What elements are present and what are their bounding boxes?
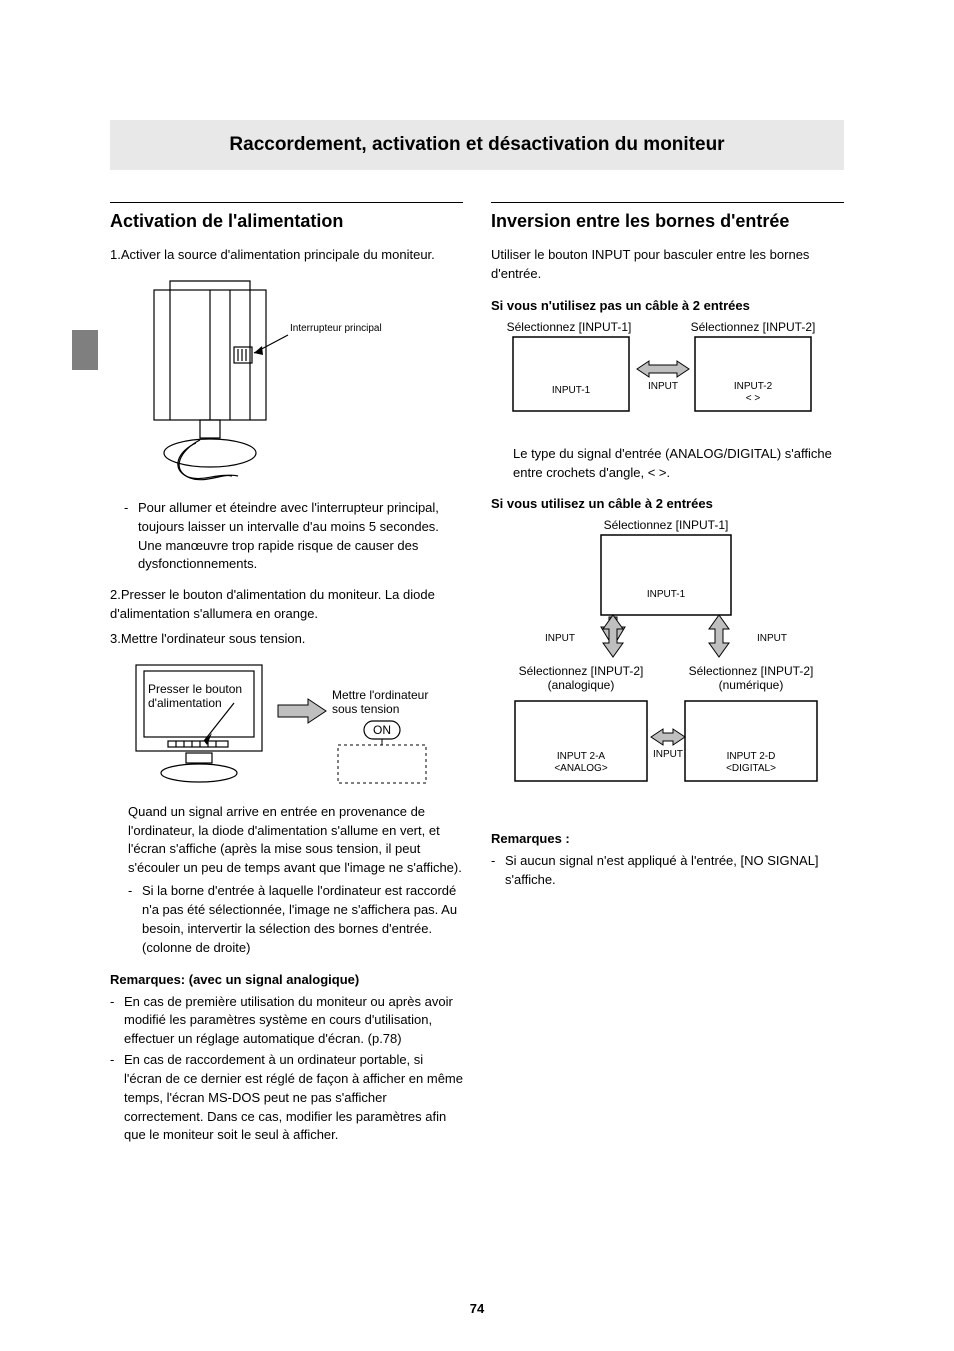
step3-text: Mettre l'ordinateur sous tension. <box>121 631 306 646</box>
case2-br-2: <DIGITAL> <box>726 763 776 774</box>
right-column: Inversion entre les bornes d'entrée Util… <box>491 202 844 1147</box>
side-tab <box>72 330 98 370</box>
left-remarque-2: En cas de raccordement à un ordinateur p… <box>124 1051 463 1145</box>
left-remarques-heading: Remarques: (avec un signal analogique) <box>110 972 463 987</box>
fig2-on: ON <box>373 723 391 737</box>
case1-box-left: INPUT-1 <box>552 385 591 396</box>
diagram-input-tree: Sélectionnez [INPUT-1] INPUT-1 <box>491 517 844 817</box>
case2-arrow-label-right: INPUT <box>757 633 787 644</box>
case1-arrow-label: INPUT <box>648 381 678 392</box>
figure-monitor-back: Interrupteur principal <box>110 275 463 485</box>
case2-arrow-label-bottom: INPUT <box>653 749 683 760</box>
case1-note: Le type du signal d'entrée (ANALOG/DIGIT… <box>491 445 844 483</box>
left-column: Activation de l'alimentation 1.Activer l… <box>110 202 463 1147</box>
right-heading: Inversion entre les bornes d'entrée <box>491 202 844 232</box>
fig1-label: Interrupteur principal <box>290 323 382 334</box>
fig1-note: Pour allumer et éteindre avec l'interrup… <box>138 499 463 574</box>
case2-heading: Si vous utilisez un câble à 2 entrées <box>491 496 844 511</box>
figure-press-power: Presser le bouton d'alimentation Mettre … <box>110 659 463 789</box>
case2-bl-2: <ANALOG> <box>554 763 608 774</box>
fig2-label-right-1: Mettre l'ordinateur <box>332 688 428 702</box>
dash-icon: - <box>110 993 124 1050</box>
step3-num: 3. <box>110 631 121 646</box>
case2-bl-1: INPUT 2-A <box>557 751 605 762</box>
page-number: 74 <box>0 1301 954 1316</box>
step2-num: 2. <box>110 587 121 602</box>
left-heading: Activation de l'alimentation <box>110 202 463 232</box>
fig2-label-left-2: d'alimentation <box>148 696 222 710</box>
case2-right-caption1: Sélectionnez [INPUT-2] <box>689 664 814 678</box>
case1-box-right-2: < > <box>746 393 761 404</box>
right-remarques-heading: Remarques : <box>491 831 844 846</box>
case2-right-caption2: (numérique) <box>719 678 784 692</box>
fig1-note-wrap: - Pour allumer et éteindre avec l'interr… <box>110 499 463 574</box>
case2-br-1: INPUT 2-D <box>727 751 776 762</box>
right-intro: Utiliser le bouton INPUT pour basculer e… <box>491 246 844 284</box>
case1-heading: Si vous n'utilisez pas un câble à 2 entr… <box>491 298 844 313</box>
step1-num: 1. <box>110 247 121 262</box>
dash-icon: - <box>124 499 138 574</box>
dash-icon: - <box>110 1051 124 1145</box>
case2-left-caption1: Sélectionnez [INPUT-2] <box>519 664 644 678</box>
step-3: 3.Mettre l'ordinateur sous tension. <box>110 630 463 649</box>
case2-arrow-label-left: INPUT <box>545 633 575 644</box>
case2-top-caption: Sélectionnez [INPUT-1] <box>604 518 729 532</box>
diagram-two-inputs: Sélectionnez [INPUT-1] Sélectionnez [INP… <box>491 319 844 449</box>
page-title: Raccordement, activation et désactivatio… <box>110 120 844 170</box>
case1-box-right-1: INPUT-2 <box>734 381 773 392</box>
dash-icon: - <box>491 852 505 890</box>
case1-right-caption: Sélectionnez [INPUT-2] <box>691 320 816 334</box>
step-2: 2.Presser le bouton d'alimentation du mo… <box>110 586 463 624</box>
case2-top-box: INPUT-1 <box>647 589 686 600</box>
after-fig2-note-wrap: - Si la borne d'entrée à laquelle l'ordi… <box>110 882 463 957</box>
step2-text: Presser le bouton d'alimentation du moni… <box>110 587 435 621</box>
dash-icon: - <box>128 882 142 957</box>
step-1: 1.Activer la source d'alimentation princ… <box>110 246 463 265</box>
right-remarque: Si aucun signal n'est appliqué à l'entré… <box>505 852 844 890</box>
fig2-label-right-2: sous tension <box>332 702 399 716</box>
step1-text: Activer la source d'alimentation princip… <box>121 247 435 262</box>
fig2-label-left-1: Presser le bouton <box>148 682 242 696</box>
case2-left-caption2: (analogique) <box>548 678 615 692</box>
after-fig2-text: Quand un signal arrive en entrée en prov… <box>110 803 463 878</box>
left-remarque-1: En cas de première utilisation du monite… <box>124 993 463 1050</box>
case1-left-caption: Sélectionnez [INPUT-1] <box>507 320 632 334</box>
after-fig2-note: Si la borne d'entrée à laquelle l'ordina… <box>142 882 463 957</box>
